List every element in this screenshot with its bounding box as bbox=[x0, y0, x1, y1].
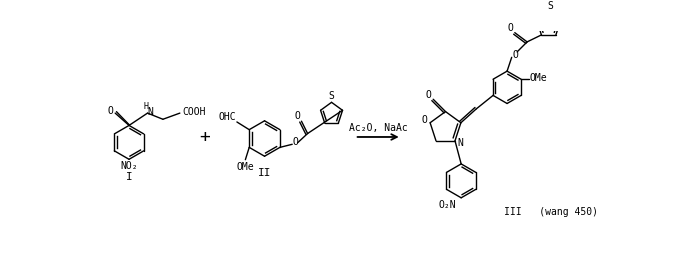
Text: Ac₂O, NaAc: Ac₂O, NaAc bbox=[349, 123, 408, 133]
Text: N: N bbox=[457, 138, 463, 148]
Text: O: O bbox=[422, 115, 428, 125]
Text: O: O bbox=[295, 111, 301, 121]
Text: OMe: OMe bbox=[237, 162, 254, 172]
Text: O: O bbox=[426, 90, 431, 100]
Text: O: O bbox=[512, 50, 519, 60]
Text: O: O bbox=[292, 137, 298, 147]
Text: O: O bbox=[507, 23, 513, 33]
Text: O₂N: O₂N bbox=[438, 200, 456, 210]
Text: S: S bbox=[329, 91, 334, 101]
Text: S: S bbox=[547, 2, 553, 12]
Text: NO₂: NO₂ bbox=[120, 161, 138, 171]
Text: III   (wang 450): III (wang 450) bbox=[504, 207, 598, 217]
Text: OHC: OHC bbox=[219, 112, 237, 122]
Text: O: O bbox=[107, 106, 114, 116]
Text: N: N bbox=[147, 106, 153, 116]
Text: II: II bbox=[258, 168, 272, 178]
Text: H: H bbox=[144, 102, 149, 111]
Text: +: + bbox=[199, 128, 210, 146]
Text: OMe: OMe bbox=[529, 73, 547, 83]
Text: COOH: COOH bbox=[182, 107, 205, 117]
Text: I: I bbox=[126, 172, 133, 182]
